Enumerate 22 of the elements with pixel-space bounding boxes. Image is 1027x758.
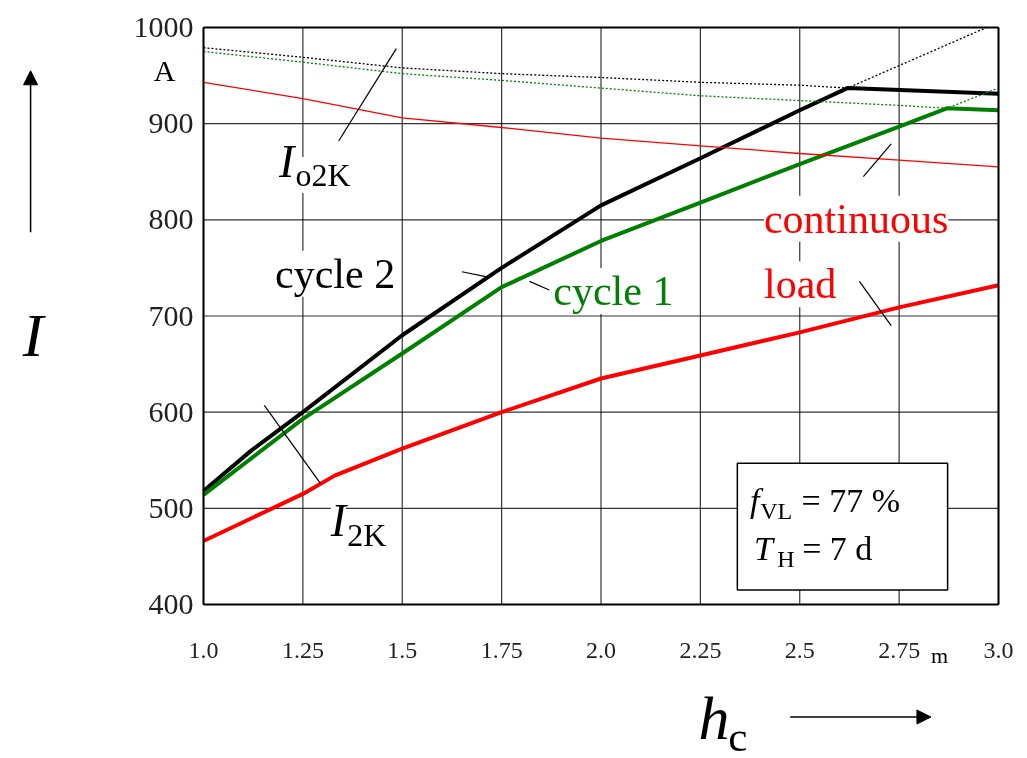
series-label: continuous load [763, 195, 949, 308]
x-tick-label: 1.75 [480, 636, 523, 663]
legend-label: cycle 2 [275, 250, 396, 297]
x-tick-label: 2.25 [679, 636, 722, 663]
text: A [153, 54, 176, 88]
x-tick-label: 3.0 [983, 636, 1014, 663]
text: m [930, 642, 949, 668]
x-tick-label: 1.25 [281, 636, 324, 663]
y-tick-label: 1000 [133, 10, 194, 43]
y-axis-title: I [21, 301, 47, 370]
y-tick-label: 400 [148, 587, 194, 620]
series-label: cycle 1 [553, 268, 674, 314]
x-tick-label: 2.0 [586, 636, 616, 663]
x-tick-label: 1.0 [188, 636, 219, 663]
y-tick-label: 900 [148, 106, 194, 140]
y-tick-label: 700 [148, 298, 194, 332]
x-tick-label: 2.5 [784, 636, 815, 663]
y-tick-label: 800 [148, 202, 194, 236]
x-tick-label: 2.75 [878, 636, 921, 663]
y-tick-label: 500 [148, 490, 194, 524]
y-tick-label: 600 [148, 394, 194, 428]
x-tick-label: 1.5 [387, 636, 418, 663]
